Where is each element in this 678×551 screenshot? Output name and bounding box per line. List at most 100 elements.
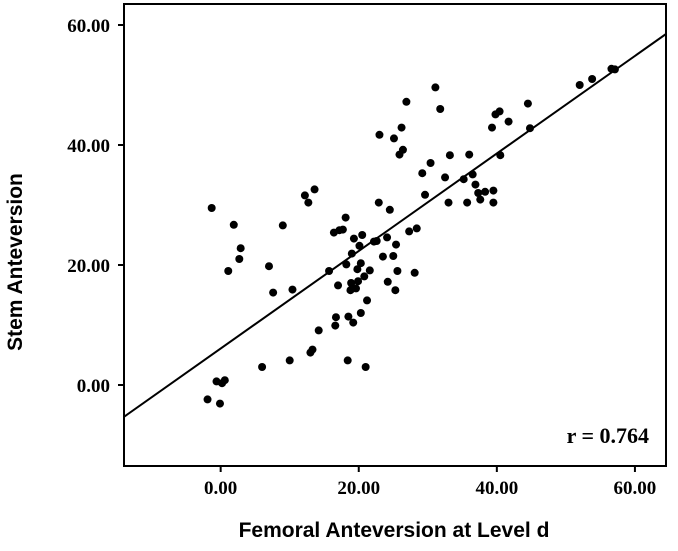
data-point bbox=[465, 150, 474, 159]
data-point bbox=[361, 363, 370, 371]
data-point bbox=[405, 227, 414, 236]
data-point bbox=[504, 117, 513, 126]
data-point bbox=[308, 345, 317, 354]
data-point bbox=[331, 321, 340, 330]
data-point bbox=[410, 268, 419, 277]
data-point bbox=[278, 221, 287, 230]
data-point bbox=[310, 185, 319, 194]
regression-line bbox=[124, 33, 666, 418]
data-point bbox=[288, 285, 297, 294]
data-point bbox=[383, 233, 392, 242]
data-point bbox=[349, 318, 358, 327]
data-point bbox=[300, 191, 309, 200]
data-point bbox=[372, 237, 381, 245]
correlation-annotation: r = 0.764 bbox=[567, 423, 649, 448]
data-point bbox=[378, 252, 387, 261]
data-point bbox=[468, 170, 477, 179]
data-point bbox=[215, 399, 224, 408]
y-axis-ticks: 0.00 20.00 40.00 60.00 bbox=[67, 16, 124, 397]
data-point bbox=[224, 267, 233, 275]
data-point bbox=[588, 75, 597, 83]
plot-area bbox=[123, 3, 667, 467]
data-point bbox=[342, 260, 351, 269]
data-point bbox=[341, 213, 350, 222]
data-point bbox=[385, 205, 394, 214]
y-axis-label: Stem Anteversion bbox=[4, 173, 27, 351]
data-point bbox=[353, 265, 362, 274]
data-point bbox=[331, 313, 340, 322]
data-point bbox=[489, 198, 498, 207]
data-point bbox=[495, 107, 504, 116]
data-point bbox=[421, 190, 430, 199]
y-tick-label: 0.00 bbox=[77, 376, 110, 397]
data-point bbox=[314, 326, 323, 335]
data-point bbox=[365, 266, 374, 275]
data-point bbox=[360, 272, 369, 281]
data-point bbox=[402, 97, 411, 106]
x-tick-label: 40.00 bbox=[475, 478, 518, 499]
data-point bbox=[575, 81, 584, 89]
data-point bbox=[476, 195, 485, 204]
data-point bbox=[304, 198, 313, 207]
data-point bbox=[344, 312, 353, 321]
data-point bbox=[358, 231, 367, 239]
y-tick-label: 60.00 bbox=[67, 16, 110, 37]
plot-frame bbox=[123, 3, 667, 467]
data-point bbox=[356, 259, 365, 268]
data-point bbox=[258, 363, 267, 371]
data-point bbox=[463, 198, 472, 207]
data-point bbox=[349, 234, 358, 243]
data-point bbox=[441, 173, 450, 182]
data-point bbox=[488, 123, 497, 132]
data-point bbox=[363, 296, 372, 305]
data-point bbox=[392, 240, 401, 249]
y-tick-label: 20.00 bbox=[67, 256, 110, 277]
data-point bbox=[354, 277, 363, 286]
data-point bbox=[418, 169, 427, 178]
data-point bbox=[496, 151, 505, 160]
data-point bbox=[347, 249, 356, 258]
data-point bbox=[471, 180, 480, 189]
x-tick-label: 20.00 bbox=[337, 478, 380, 499]
data-point bbox=[269, 288, 278, 297]
data-point bbox=[235, 255, 244, 263]
data-point bbox=[264, 262, 273, 271]
x-tick-label: 0.00 bbox=[204, 478, 237, 499]
data-point bbox=[610, 65, 619, 74]
data-point bbox=[445, 151, 454, 160]
data-point bbox=[374, 198, 383, 207]
data-point bbox=[236, 244, 245, 253]
data-point bbox=[207, 204, 216, 212]
data-point bbox=[343, 356, 352, 365]
data-point bbox=[338, 225, 347, 234]
data-point bbox=[393, 267, 402, 275]
data-point bbox=[412, 224, 421, 233]
data-point bbox=[525, 124, 534, 133]
data-point bbox=[431, 83, 440, 92]
data-point bbox=[459, 175, 468, 184]
data-point bbox=[203, 395, 212, 404]
data-point bbox=[436, 105, 445, 113]
data-point bbox=[389, 134, 398, 143]
data-point bbox=[383, 277, 392, 286]
data-point bbox=[481, 187, 490, 196]
data-point bbox=[229, 220, 238, 229]
data-point bbox=[334, 281, 343, 290]
data-point bbox=[398, 145, 407, 154]
x-axis-label: Femoral Anteversion at Level d bbox=[239, 519, 550, 542]
data-point bbox=[389, 252, 398, 260]
data-point bbox=[397, 123, 406, 132]
x-axis-ticks: 0.00 20.00 40.00 60.00 bbox=[204, 466, 656, 499]
data-point bbox=[375, 130, 384, 139]
data-point bbox=[355, 241, 364, 250]
data-point bbox=[489, 186, 498, 195]
data-point bbox=[426, 159, 435, 167]
data-point bbox=[391, 286, 400, 295]
data-point bbox=[285, 356, 294, 365]
data-point bbox=[325, 267, 334, 275]
data-point bbox=[474, 189, 483, 197]
data-point bbox=[351, 284, 360, 293]
y-tick-label: 40.00 bbox=[67, 136, 110, 157]
data-point bbox=[220, 376, 229, 385]
